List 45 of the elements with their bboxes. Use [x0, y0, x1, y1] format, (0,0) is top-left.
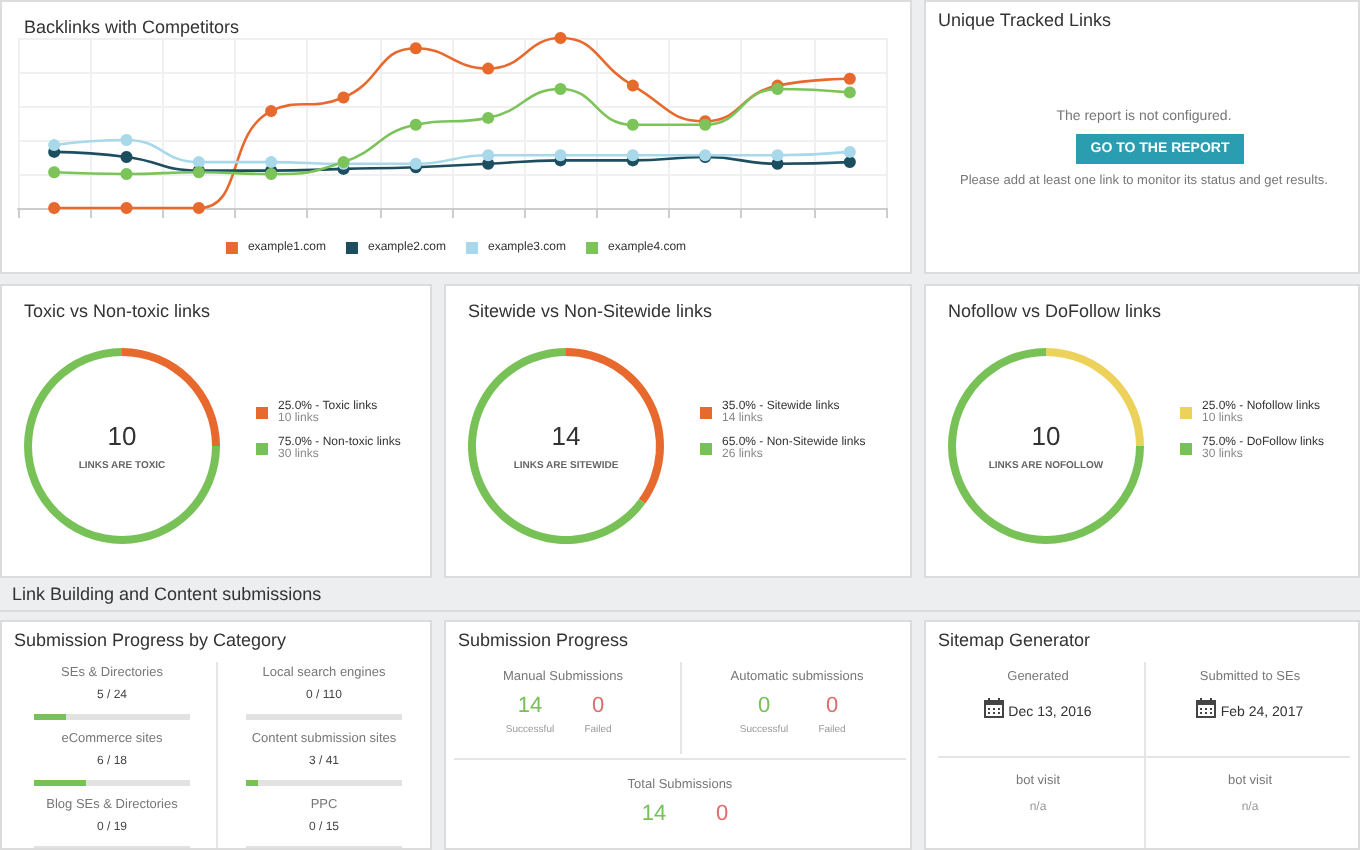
point: [48, 202, 61, 214]
text: 10: [107, 421, 137, 451]
point: [48, 166, 61, 179]
chart-title: Backlinks with Competitors: [24, 17, 241, 37]
text: 0: [589, 694, 607, 718]
point: [482, 149, 495, 162]
point: [843, 72, 856, 85]
point: [265, 105, 278, 118]
point: [843, 156, 856, 169]
text: 10: [1031, 421, 1061, 451]
point: [626, 149, 639, 162]
point: [48, 139, 61, 152]
text: 14: [515, 694, 545, 718]
text: Link Building and Content submissions: [12, 584, 322, 604]
chart-title: Nofollow vs DoFollow links: [948, 301, 1163, 321]
point: [482, 111, 495, 124]
text: 14: [551, 421, 581, 451]
text: 0: [755, 694, 773, 718]
text: 0: [823, 694, 841, 718]
point: [626, 79, 639, 92]
point: [265, 156, 278, 169]
point: [120, 202, 133, 214]
point: [409, 118, 422, 131]
text: 14: [639, 802, 669, 826]
point: [120, 151, 133, 163]
point: [482, 62, 495, 75]
point: [626, 118, 639, 131]
point: [843, 145, 856, 158]
point: [120, 134, 133, 146]
point: [554, 149, 567, 162]
point: [192, 202, 205, 214]
text: 0: [713, 802, 731, 826]
point: [337, 91, 350, 104]
chart-title: Sitewide vs Non-Sitewide links: [468, 301, 714, 321]
chart-title: Toxic vs Non-toxic links: [24, 301, 212, 321]
point: [409, 42, 422, 55]
point: [120, 168, 133, 180]
point: [771, 149, 784, 162]
text: Sitemap Generator: [938, 630, 1091, 650]
text: Submission Progress by Category: [14, 630, 287, 650]
point: [843, 86, 856, 99]
point: [554, 32, 567, 44]
text: Submission Progress: [458, 630, 629, 650]
point: [554, 83, 567, 95]
text: Unique Tracked Links: [938, 10, 1112, 30]
